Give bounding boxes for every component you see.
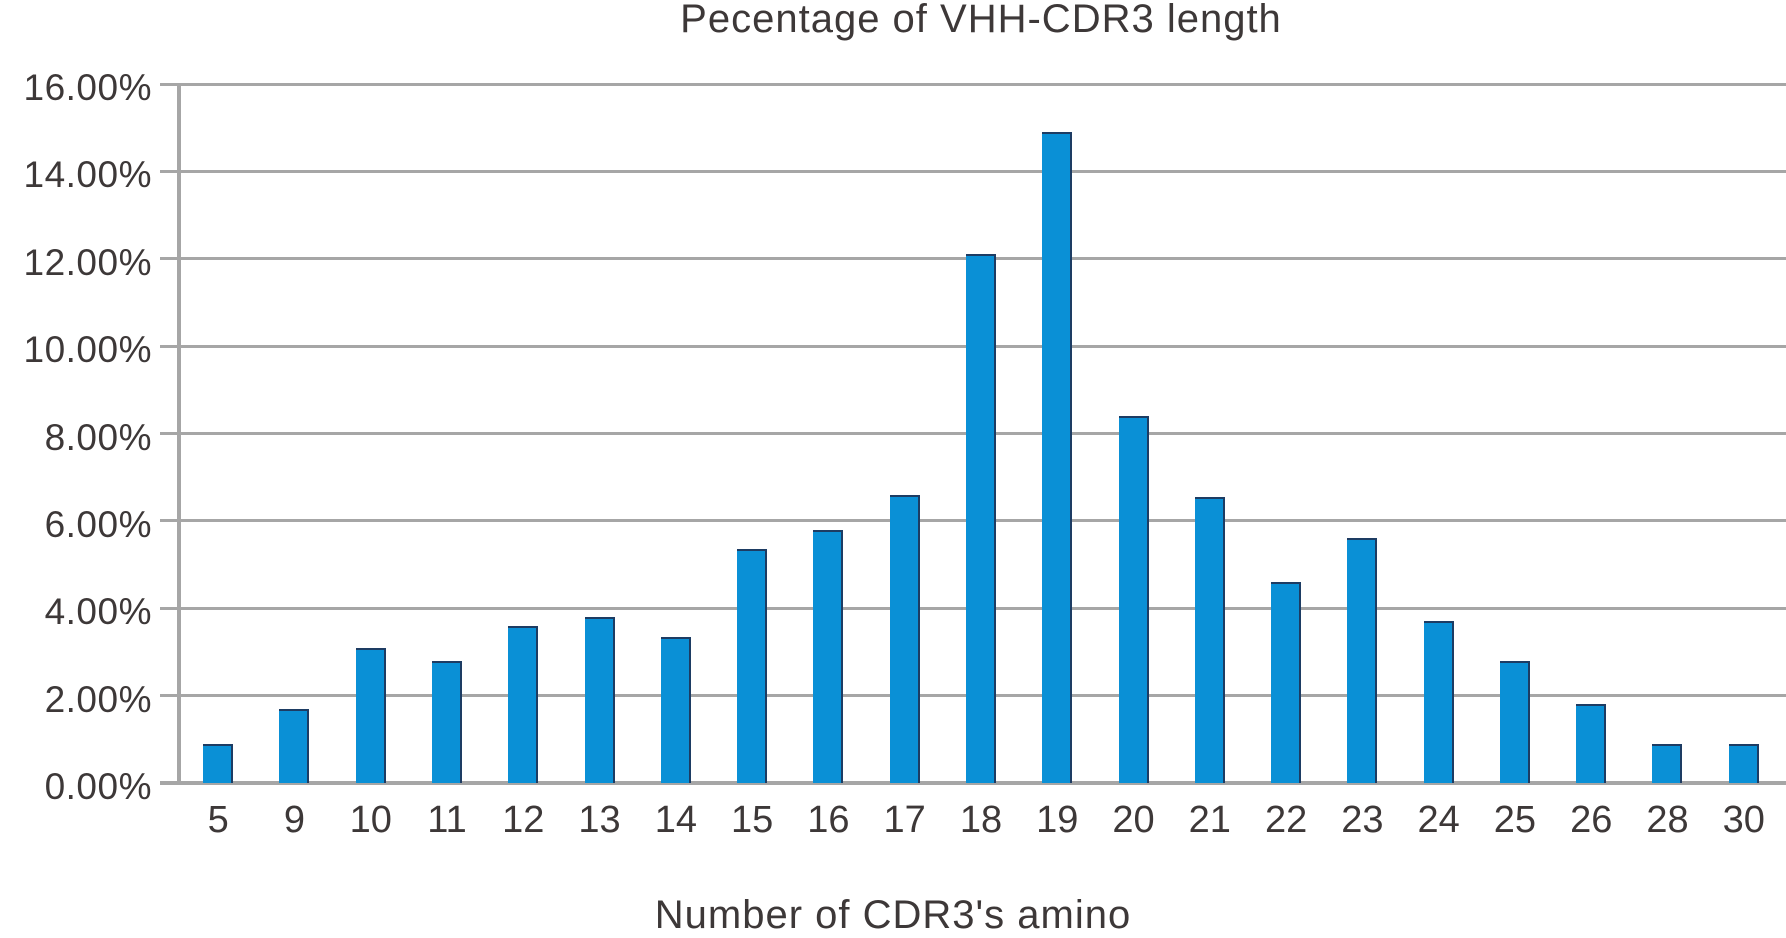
bar-19 <box>1042 132 1073 783</box>
bar-24 <box>1423 621 1454 783</box>
bar-16 <box>813 529 844 783</box>
bar-23 <box>1347 538 1378 783</box>
x-tick-label: 23 <box>1341 799 1384 841</box>
bar-5 <box>203 743 234 783</box>
bar-slot <box>180 743 256 783</box>
x-tick-label: 17 <box>883 799 926 841</box>
x-tick-label: 26 <box>1570 799 1613 841</box>
x-tick-label: 12 <box>502 799 545 841</box>
y-tick-label: 14.00% <box>23 154 152 196</box>
bar-slot <box>256 708 332 783</box>
x-tick-label: 5 <box>207 799 229 841</box>
y-tick-label: 12.00% <box>23 241 152 283</box>
bar-slot <box>1095 416 1171 783</box>
x-tick-label: 10 <box>349 799 392 841</box>
bar-slot <box>1324 538 1400 783</box>
bar-17 <box>889 494 920 783</box>
x-tick-label: 25 <box>1493 799 1537 841</box>
bar-12 <box>508 625 539 783</box>
chart-title: Pecentage of VHH-CDR3 length <box>680 0 1282 41</box>
x-tick-label: 13 <box>578 799 621 841</box>
x-axis-title: Number of CDR3's amino <box>654 893 1132 937</box>
x-tick-label: 15 <box>730 799 774 841</box>
bar-slot <box>1553 704 1629 783</box>
bar-slot <box>867 494 943 783</box>
x-tick-label: 9 <box>283 799 305 841</box>
bar-14 <box>660 636 691 783</box>
bar-slot <box>943 254 1019 783</box>
bar-25 <box>1499 660 1530 783</box>
y-tick-label: 16.00% <box>23 67 152 108</box>
x-tick-label: 30 <box>1722 799 1765 841</box>
bar-18 <box>965 254 996 783</box>
bar-slot <box>1706 743 1782 783</box>
bar-slot <box>409 660 485 783</box>
y-tick-label: 0.00% <box>44 766 152 807</box>
bar-9 <box>279 708 310 783</box>
y-tick-label: 6.00% <box>44 503 152 545</box>
bar-slot <box>1248 582 1324 783</box>
bar-10 <box>355 647 386 783</box>
bar-slot <box>638 636 714 783</box>
y-tick-label: 8.00% <box>44 416 152 458</box>
x-tick-label: 21 <box>1188 799 1231 841</box>
bar-11 <box>431 660 462 783</box>
y-tick-label: 2.00% <box>44 678 152 720</box>
bar-slot <box>1629 743 1705 783</box>
bar-22 <box>1271 582 1302 783</box>
bars-container <box>180 84 1782 783</box>
bar-slot <box>790 529 866 783</box>
bar-slot <box>561 617 637 783</box>
bar-30 <box>1728 743 1759 783</box>
x-tick-label: 18 <box>959 799 1003 841</box>
y-tick-label: 4.00% <box>44 591 152 633</box>
x-tick-label: 20 <box>1112 799 1155 841</box>
x-tick-label: 19 <box>1036 799 1079 841</box>
gridline <box>160 82 1786 86</box>
x-tick-label: 24 <box>1417 799 1460 841</box>
bar-13 <box>584 617 615 783</box>
bar-26 <box>1576 704 1607 783</box>
bar-21 <box>1194 496 1225 783</box>
x-axis-tick-labels: 5 9 10 11 12 13 14 15 16 17 18 19 20 21 22 23 24 25 26 28 30 <box>180 798 1782 842</box>
bar-slot <box>1401 621 1477 783</box>
gridline <box>160 781 1786 785</box>
plot-area <box>160 82 1786 785</box>
x-tick-label: 16 <box>807 799 850 841</box>
x-tick-label: 14 <box>654 799 697 841</box>
bar-20 <box>1118 416 1149 783</box>
bar-15 <box>737 549 768 783</box>
bar-slot <box>333 647 409 783</box>
bar-slot <box>1477 660 1553 783</box>
bar-slot <box>485 625 561 783</box>
bar-28 <box>1652 743 1683 783</box>
bar-slot <box>714 549 790 783</box>
gridline <box>160 169 1786 173</box>
x-tick-label: 11 <box>427 799 467 841</box>
bar-slot <box>1172 496 1248 783</box>
x-tick-label: 28 <box>1646 799 1689 841</box>
bar-slot <box>1019 132 1095 783</box>
y-tick-label: 10.00% <box>23 329 152 371</box>
x-tick-label: 22 <box>1264 799 1308 841</box>
